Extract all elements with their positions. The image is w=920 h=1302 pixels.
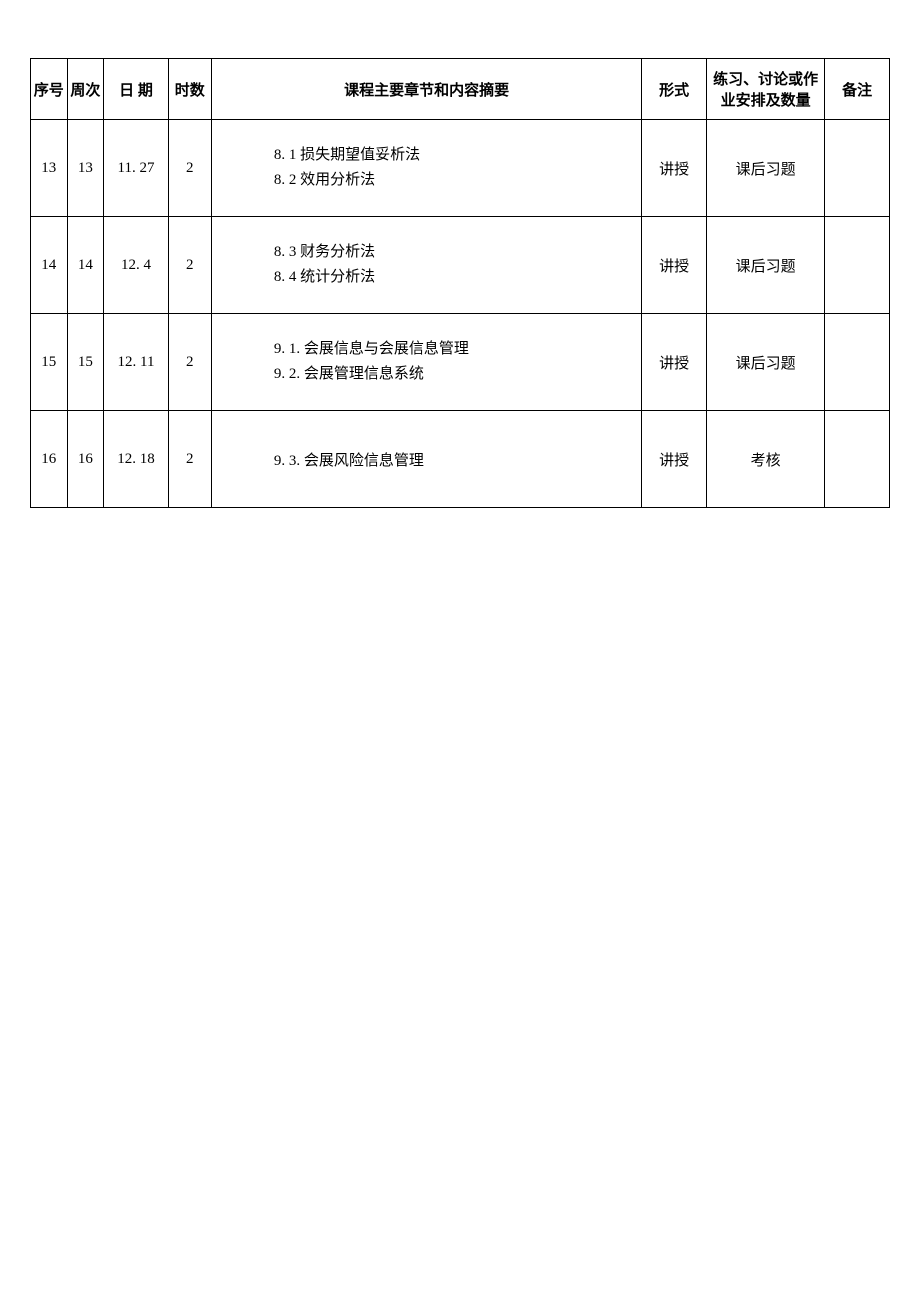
cell-seq: 15 xyxy=(31,314,68,411)
course-schedule-table: 序号 周次 日 期 时数 课程主要章节和内容摘要 形式 练习、讨论或作业安排及数… xyxy=(30,58,890,508)
cell-content: 9. 3. 会展风险信息管理 xyxy=(211,411,642,508)
cell-date: 11. 27 xyxy=(104,120,169,217)
content-line: 8. 3 财务分析法 xyxy=(214,240,640,266)
cell-note xyxy=(825,314,890,411)
cell-hours: 2 xyxy=(168,217,211,314)
cell-date: 12. 11 xyxy=(104,314,169,411)
cell-hours: 2 xyxy=(168,314,211,411)
header-seq: 序号 xyxy=(31,59,68,120)
header-form: 形式 xyxy=(642,59,707,120)
cell-form: 讲授 xyxy=(642,217,707,314)
cell-note xyxy=(825,411,890,508)
header-content: 课程主要章节和内容摘要 xyxy=(211,59,642,120)
cell-hours: 2 xyxy=(168,120,211,217)
content-line: 8. 1 损失期望值妥析法 xyxy=(214,143,640,169)
cell-exercise: 课后习题 xyxy=(706,120,824,217)
table-row: 141412. 428. 3 财务分析法8. 4 统计分析法讲授课后习题 xyxy=(31,217,890,314)
content-line: 8. 4 统计分析法 xyxy=(214,265,640,291)
table-row: 131311. 2728. 1 损失期望值妥析法8. 2 效用分析法讲授课后习题 xyxy=(31,120,890,217)
table-row: 161612. 1829. 3. 会展风险信息管理讲授考核 xyxy=(31,411,890,508)
cell-seq: 16 xyxy=(31,411,68,508)
content-line: 8. 2 效用分析法 xyxy=(214,168,640,194)
cell-exercise: 课后习题 xyxy=(706,314,824,411)
header-hours: 时数 xyxy=(168,59,211,120)
table-body: 131311. 2728. 1 损失期望值妥析法8. 2 效用分析法讲授课后习题… xyxy=(31,120,890,508)
cell-seq: 13 xyxy=(31,120,68,217)
cell-date: 12. 18 xyxy=(104,411,169,508)
content-line: 9. 3. 会展风险信息管理 xyxy=(214,449,640,470)
cell-hours: 2 xyxy=(168,411,211,508)
cell-week: 13 xyxy=(67,120,104,217)
header-week: 周次 xyxy=(67,59,104,120)
cell-note xyxy=(825,217,890,314)
cell-seq: 14 xyxy=(31,217,68,314)
cell-form: 讲授 xyxy=(642,120,707,217)
header-exercise: 练习、讨论或作业安排及数量 xyxy=(706,59,824,120)
cell-content: 8. 3 财务分析法8. 4 统计分析法 xyxy=(211,217,642,314)
cell-exercise: 考核 xyxy=(706,411,824,508)
table-row: 151512. 1129. 1. 会展信息与会展信息管理9. 2. 会展管理信息… xyxy=(31,314,890,411)
table-header-row: 序号 周次 日 期 时数 课程主要章节和内容摘要 形式 练习、讨论或作业安排及数… xyxy=(31,59,890,120)
cell-date: 12. 4 xyxy=(104,217,169,314)
cell-exercise: 课后习题 xyxy=(706,217,824,314)
cell-content: 8. 1 损失期望值妥析法8. 2 效用分析法 xyxy=(211,120,642,217)
cell-week: 15 xyxy=(67,314,104,411)
cell-week: 14 xyxy=(67,217,104,314)
cell-form: 讲授 xyxy=(642,411,707,508)
cell-content: 9. 1. 会展信息与会展信息管理9. 2. 会展管理信息系统 xyxy=(211,314,642,411)
content-line: 9. 1. 会展信息与会展信息管理 xyxy=(214,337,640,363)
content-line: 9. 2. 会展管理信息系统 xyxy=(214,362,640,388)
header-note: 备注 xyxy=(825,59,890,120)
header-date: 日 期 xyxy=(104,59,169,120)
cell-note xyxy=(825,120,890,217)
cell-week: 16 xyxy=(67,411,104,508)
cell-form: 讲授 xyxy=(642,314,707,411)
